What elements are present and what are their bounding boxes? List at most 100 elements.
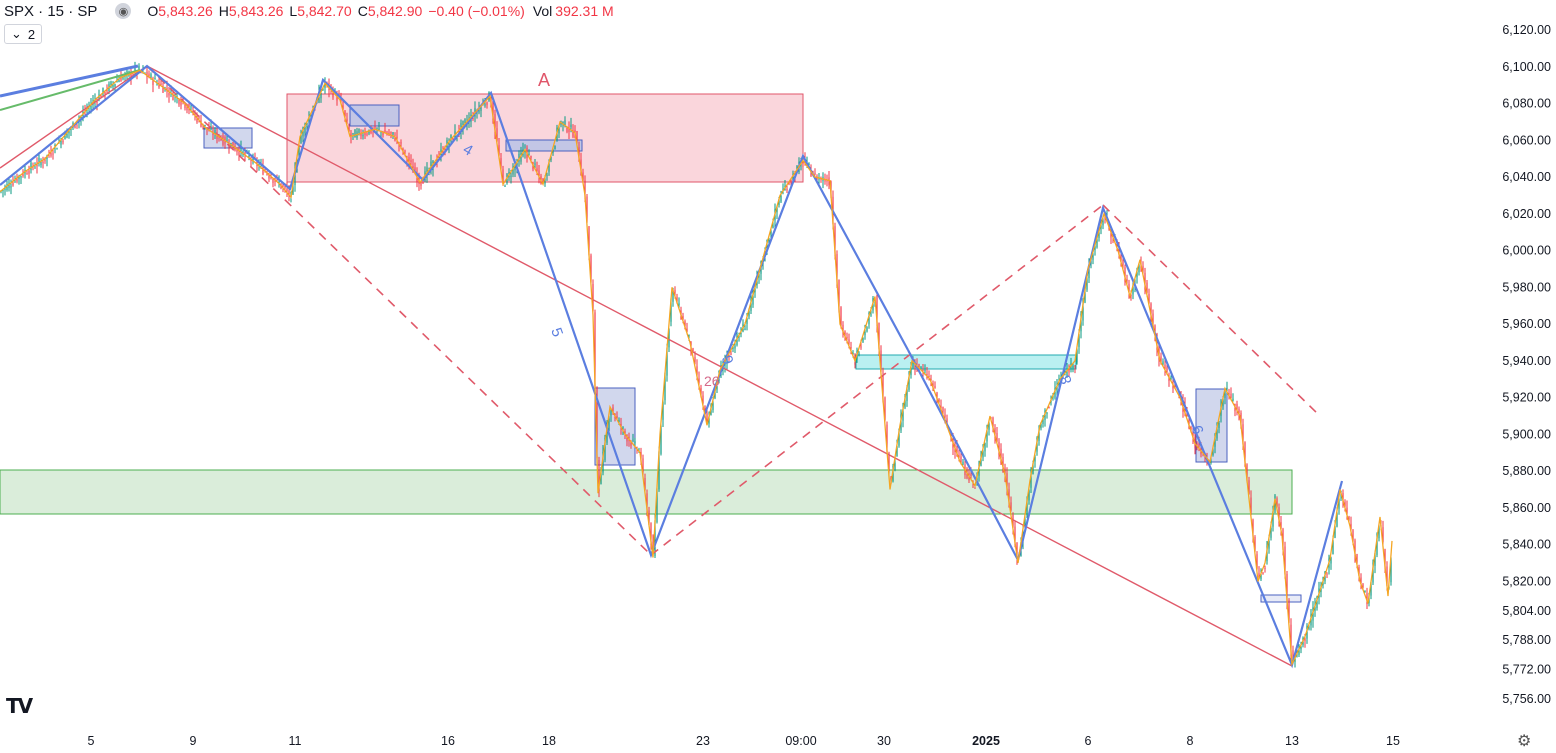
- dashed-channel-line[interactable]: [1102, 204, 1319, 415]
- candle-body: [1354, 540, 1356, 557]
- candle-body: [584, 180, 586, 199]
- trendline[interactable]: [0, 64, 139, 98]
- candle-body: [1144, 272, 1146, 290]
- candle-body: [992, 417, 994, 429]
- price-tick-label: 5,960.00: [1502, 317, 1551, 331]
- trendline[interactable]: [0, 69, 141, 111]
- candle-body: [1128, 283, 1130, 293]
- blue-box[interactable]: [505, 139, 583, 152]
- candle-body: [382, 132, 384, 136]
- candle-body: [930, 378, 932, 381]
- gear-icon[interactable]: ⚙: [1517, 733, 1532, 750]
- cyan-zone[interactable]: [855, 354, 1077, 370]
- candle-body: [1040, 422, 1042, 429]
- candle-body: [884, 397, 886, 421]
- candle-body: [1024, 519, 1026, 528]
- dashed-channel-line[interactable]: [146, 65, 652, 556]
- candle-body: [104, 91, 106, 95]
- candle-body: [20, 176, 22, 178]
- candle-body: [1280, 522, 1282, 529]
- candle-body: [734, 345, 736, 349]
- indicators-collapse-button[interactable]: ⌄ 2: [4, 24, 43, 44]
- candle-body: [644, 477, 646, 491]
- trendline[interactable]: [0, 65, 148, 169]
- candle-body: [582, 172, 584, 183]
- tradingview-logo-icon[interactable]: TV: [6, 694, 33, 718]
- candle-body: [752, 290, 754, 305]
- candle-body: [1078, 334, 1080, 347]
- candle-body: [1210, 461, 1212, 463]
- candle-body: [1156, 334, 1158, 350]
- candle-body: [880, 350, 882, 372]
- price-tick-label: 6,120.00: [1502, 23, 1551, 37]
- time-axis[interactable]: 5 9 11 16 18 23 09:00 30 2025 6 8 13 15: [88, 734, 1400, 748]
- candle-body: [1254, 537, 1256, 552]
- candle-body: [1338, 498, 1340, 509]
- candle-body: [1222, 398, 1224, 407]
- candle-body: [886, 424, 888, 452]
- candle-body: [910, 367, 912, 376]
- trendline[interactable]: [146, 65, 1293, 667]
- candle-body: [772, 225, 774, 229]
- candle-body: [934, 385, 936, 389]
- candle-body: [542, 178, 544, 183]
- symbol-title[interactable]: SPX · 15 · SP: [4, 2, 98, 20]
- candle-body: [252, 155, 254, 163]
- candle-body: [1154, 325, 1156, 335]
- candle-body: [198, 116, 200, 118]
- candle-body: [150, 74, 152, 78]
- price-axis[interactable]: 6,120.00 6,100.00 6,080.00 6,060.00 6,040.00…: [1502, 23, 1551, 706]
- blue-box[interactable]: [1260, 594, 1302, 603]
- candle-body: [820, 178, 822, 180]
- candle-body: [36, 163, 38, 167]
- candle-body: [1300, 646, 1302, 650]
- zigzag-line[interactable]: [0, 64, 909, 559]
- candle-body: [716, 386, 718, 390]
- candle-body: [994, 428, 996, 438]
- demand-zone[interactable]: [0, 469, 1293, 515]
- candle-body: [452, 138, 454, 141]
- candle-body: [450, 134, 452, 141]
- change-value: −0.40 (−0.01%): [428, 3, 525, 19]
- candle-body: [238, 148, 240, 156]
- candle-body: [1336, 512, 1338, 527]
- candle-body: [1326, 573, 1328, 575]
- candle-body: [1096, 234, 1098, 248]
- candle-body: [970, 473, 972, 477]
- candle-body: [662, 401, 664, 420]
- zigzag-line[interactable]: [907, 204, 1344, 669]
- candle-body: [1010, 502, 1012, 511]
- candle-body: [558, 128, 560, 134]
- candle-body: [1268, 541, 1270, 549]
- candle-body: [344, 110, 346, 116]
- candle-body: [42, 161, 44, 164]
- price-tick-label: 5,860.00: [1502, 501, 1551, 515]
- candle-body: [302, 127, 304, 137]
- candle-body: [56, 148, 58, 150]
- candle-body: [200, 120, 202, 128]
- candle-body: [1224, 393, 1226, 398]
- price-tick-label: 6,100.00: [1502, 60, 1551, 74]
- candle-body: [194, 113, 196, 115]
- candle-body: [148, 73, 150, 78]
- candle-body: [730, 353, 732, 355]
- candle-body: [504, 185, 506, 187]
- candle-body: [666, 347, 668, 376]
- candle-body: [960, 456, 962, 465]
- candle-body: [366, 133, 368, 135]
- candle-body: [184, 104, 186, 109]
- candle-body: [944, 414, 946, 418]
- candle-body: [1120, 254, 1122, 262]
- candle-body: [922, 369, 924, 371]
- eye-icon[interactable]: ◉: [115, 3, 132, 19]
- candle-body: [374, 127, 376, 130]
- candle-body: [1272, 511, 1274, 527]
- price-tick-label: 6,040.00: [1502, 170, 1551, 184]
- candle-body: [538, 170, 540, 177]
- candle-body: [408, 156, 410, 163]
- candle-body: [438, 156, 440, 158]
- candle-body: [610, 411, 612, 416]
- candle-body: [284, 185, 286, 188]
- open-label: O: [147, 3, 159, 19]
